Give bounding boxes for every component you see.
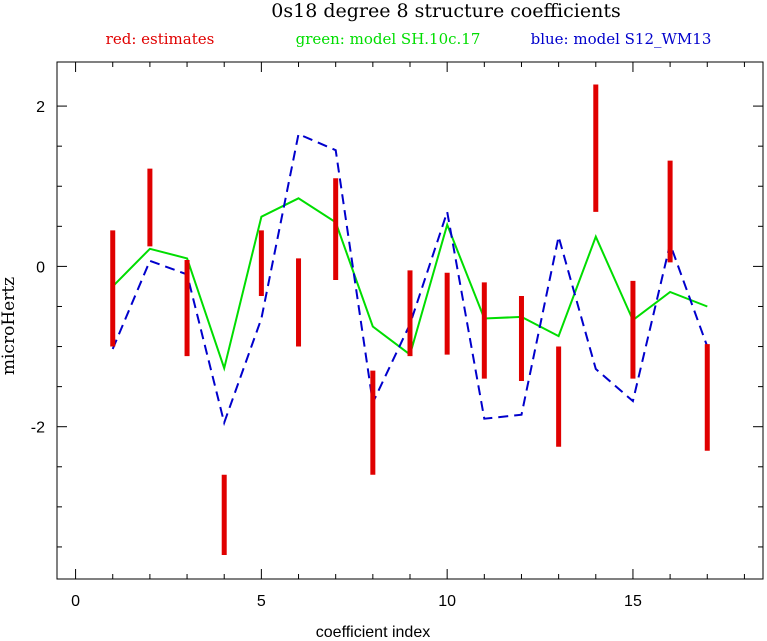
estimate-bars bbox=[110, 84, 710, 555]
chart-title: 0s18 degree 8 structure coefficients bbox=[271, 0, 620, 22]
legend-model-s12wm13: blue: model S12_WM13 bbox=[531, 30, 712, 48]
legend-estimates: red: estimates bbox=[106, 30, 215, 48]
x-tick-label: 15 bbox=[624, 593, 642, 610]
x-axis-label: coefficient index bbox=[316, 624, 430, 641]
legend-model-sh10c17: green: model SH.10c.17 bbox=[296, 30, 481, 48]
axis-tick-labels: 0 5 10 15 -2 0 2 bbox=[31, 99, 642, 610]
axis-ticks bbox=[57, 62, 763, 579]
y-tick-label: 2 bbox=[36, 99, 45, 116]
y-tick-label: -2 bbox=[31, 420, 45, 437]
x-tick-label: 5 bbox=[257, 593, 266, 610]
x-tick-label: 10 bbox=[438, 593, 456, 610]
x-tick-label: 0 bbox=[71, 593, 80, 610]
y-tick-label: 0 bbox=[36, 259, 45, 276]
y-axis-label: microHertz bbox=[0, 277, 19, 375]
